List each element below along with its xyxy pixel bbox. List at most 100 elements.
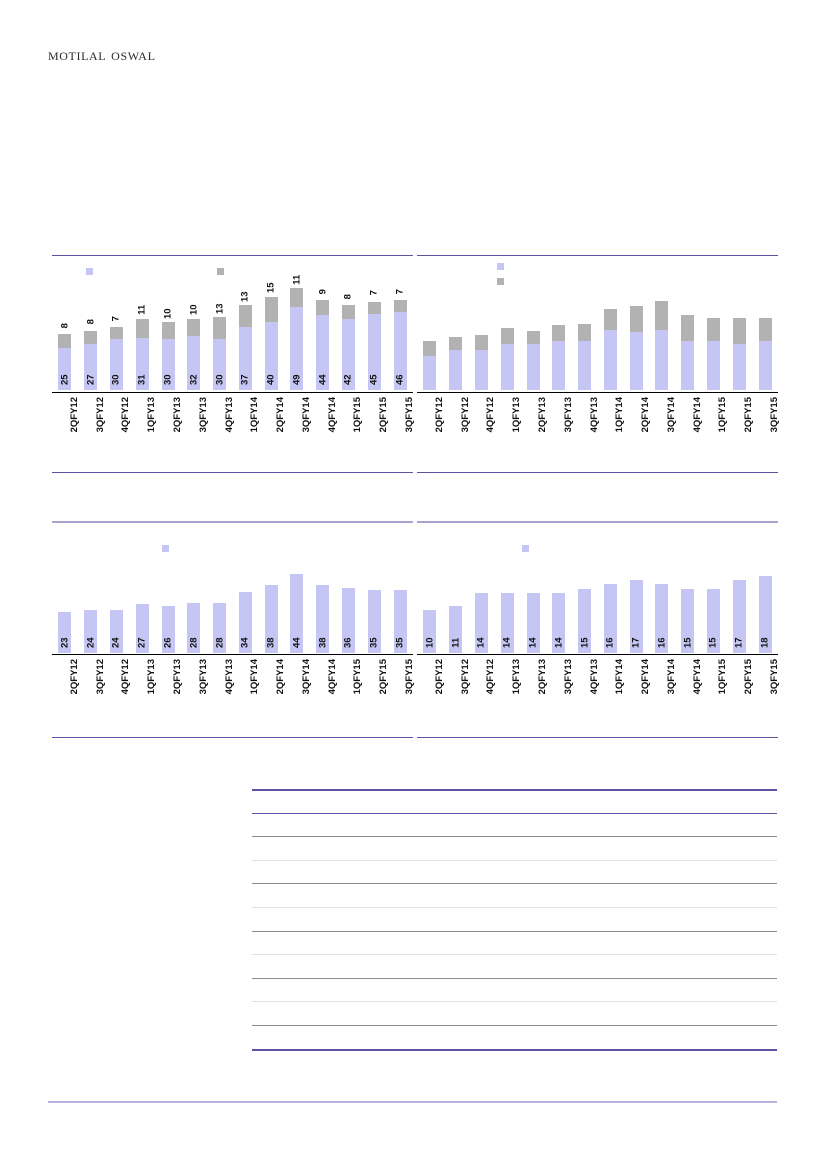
x-tick: 4QFY14 xyxy=(310,395,338,451)
bar-segment: 14 xyxy=(474,593,488,653)
bar-segment: 44 xyxy=(290,573,304,653)
bar: 38 xyxy=(316,584,330,653)
x-tick: 4QFY13 xyxy=(207,657,235,713)
bar-column: 23 xyxy=(52,563,78,653)
bar-segment: 36 xyxy=(341,588,355,653)
bar xyxy=(500,327,514,390)
x-tick: 3QFY15 xyxy=(387,395,415,451)
bar-value-label: 8 xyxy=(84,319,96,325)
bar-value-label: 23 xyxy=(59,636,71,648)
bar: 16 xyxy=(655,584,669,653)
bar-value-label: 7 xyxy=(110,315,122,322)
x-tick: 1QFY13 xyxy=(129,657,157,713)
chart-panel-bottom-right: 10 11 14 14 14 14 15 16 17 16 15 15 17 18 2QFY12 3QFY1… xyxy=(417,521,781,738)
x-axis-line xyxy=(417,392,778,393)
bar-segment: 7 xyxy=(367,291,381,314)
bar-value-label: 16 xyxy=(604,636,616,648)
bar-value-label: 40 xyxy=(265,373,277,385)
bar-value-label: 30 xyxy=(213,373,225,385)
bar-segment: 28 xyxy=(187,602,201,653)
bar: 13 30 xyxy=(213,303,227,390)
bar: 26 xyxy=(161,606,175,653)
panel-bottom-rule xyxy=(417,472,778,473)
bar-column: 18 xyxy=(752,563,778,653)
page-header: Motilal Oswal xyxy=(48,44,788,74)
x-tick: 1QFY15 xyxy=(701,395,728,451)
bar-segment: 11 xyxy=(135,305,149,338)
bar-segment: 8 xyxy=(84,319,98,345)
bar-value-label: 28 xyxy=(213,636,225,648)
x-axis-line xyxy=(417,654,778,655)
bar-segment: 30 xyxy=(109,339,123,390)
x-tick: 3QFY12 xyxy=(443,657,471,713)
bar-value-label: 11 xyxy=(449,637,461,648)
bar-value-label: 24 xyxy=(84,636,96,648)
bar-column: 24 xyxy=(78,563,104,653)
x-tick: 3QFY12 xyxy=(443,395,471,451)
bar-column: 14 xyxy=(494,563,520,653)
chart-legend-top-right-second xyxy=(497,278,504,285)
bar-segment: 38 xyxy=(264,584,278,653)
bar-segment: 35 xyxy=(393,590,407,653)
bar-value-label: 38 xyxy=(265,636,277,648)
bar-column: 7 45 xyxy=(361,285,387,390)
x-tick: 1QFY15 xyxy=(701,657,728,713)
bar-column: 34 xyxy=(232,563,258,653)
bar-column: 7 30 xyxy=(104,285,130,390)
bar-column xyxy=(443,295,469,390)
bar xyxy=(655,301,669,390)
bar-segment: 24 xyxy=(84,609,98,653)
bar-value-label: 16 xyxy=(656,636,668,648)
bar-value-label: 10 xyxy=(162,308,174,319)
bar: 38 xyxy=(264,584,278,653)
bar-segment xyxy=(629,332,643,390)
chart-legend-bottom-right xyxy=(522,545,529,552)
bar-column: 35 xyxy=(361,563,387,653)
bar: 10 32 xyxy=(187,305,201,390)
x-tick-label: 3QFY15 xyxy=(769,397,781,433)
chart-legend-top-right xyxy=(497,263,504,270)
table-header-bottom-rule xyxy=(252,812,777,837)
table-row xyxy=(252,859,777,884)
x-tick: 4QFY14 xyxy=(675,657,703,713)
plot-area-top-right xyxy=(417,295,778,390)
bar-group: 8 25 8 27 7 30 11 31 10 30 10 32 13 30 13 37 15 40 11 49 9 44… xyxy=(52,275,413,390)
bar-column: 28 xyxy=(207,563,233,653)
bar-value-label: 15 xyxy=(265,282,277,294)
bar-segment xyxy=(423,340,437,357)
x-tick: 2QFY12 xyxy=(417,395,445,451)
x-axis-line xyxy=(52,654,413,655)
bar-value-label: 24 xyxy=(110,636,122,648)
bar-value-label: 44 xyxy=(291,636,303,648)
bar-group: 23 24 24 27 26 28 28 34 38 44 38 36 35 35 xyxy=(52,563,413,653)
x-tick: 3QFY13 xyxy=(546,657,574,713)
bar-value-label: 7 xyxy=(368,290,380,296)
bar xyxy=(706,318,720,390)
x-tick: 2QFY14 xyxy=(623,395,651,451)
bar-segment: 30 xyxy=(161,339,175,390)
legend-swatch-lavender-icon xyxy=(497,263,504,270)
x-tick: 3QFY15 xyxy=(752,395,781,451)
bar: 24 xyxy=(84,609,98,653)
bar: 10 30 xyxy=(161,308,175,390)
bar: 7 46 xyxy=(393,289,407,390)
bar-value-label: 10 xyxy=(188,304,200,316)
plot-area-bottom-right: 10 11 14 14 14 14 15 16 17 16 15 15 17 18 xyxy=(417,563,778,653)
bar-column: 36 xyxy=(336,563,362,653)
x-tick: 1QFY13 xyxy=(129,395,157,451)
bar: 14 xyxy=(500,593,514,653)
x-tick: 3QFY13 xyxy=(181,395,209,451)
bar-column: 28 xyxy=(181,563,207,653)
x-tick: 4QFY12 xyxy=(469,395,496,451)
x-tick: 4QFY14 xyxy=(675,395,703,451)
bar-value-label: 18 xyxy=(759,636,771,648)
bar-column: 26 xyxy=(155,563,181,653)
x-tick: 4QFY13 xyxy=(572,395,600,451)
bar-value-label: 14 xyxy=(553,636,565,648)
legend-swatch-lavender-icon xyxy=(162,545,169,552)
bar-column: 27 xyxy=(129,563,155,653)
bar-value-label: 31 xyxy=(136,373,148,385)
x-tick-label: 3QFY15 xyxy=(769,659,781,695)
bar-segment: 13 xyxy=(213,303,227,340)
bar-column xyxy=(701,295,727,390)
